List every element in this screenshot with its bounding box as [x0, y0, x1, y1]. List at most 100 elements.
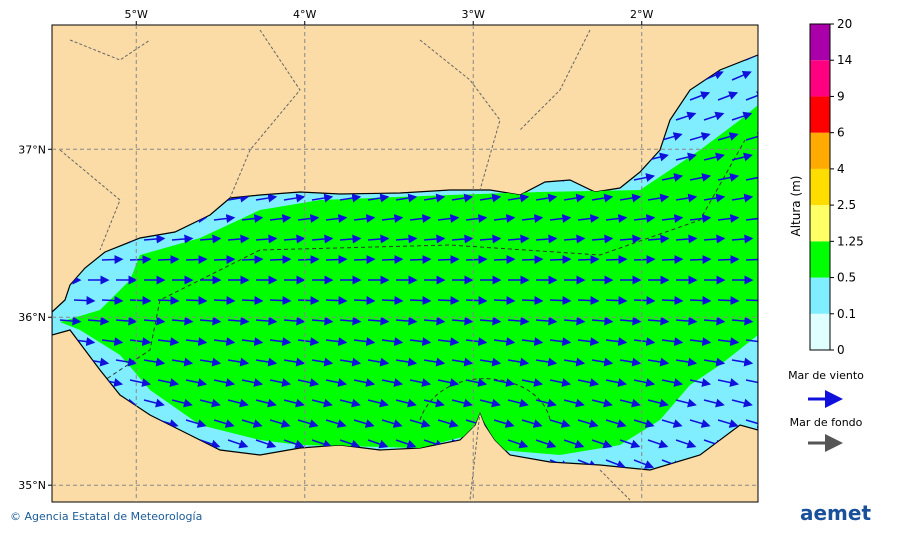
wave-arrow — [409, 214, 432, 223]
wave-arrow — [241, 296, 264, 306]
wave-arrow — [213, 419, 235, 428]
wave-arrow — [339, 357, 362, 367]
wave-arrow — [227, 439, 249, 449]
wave-arrow — [339, 193, 362, 203]
wave-arrow — [325, 378, 348, 387]
wave-arrow — [185, 378, 208, 387]
wave-arrow — [507, 193, 530, 203]
wave-arrow — [437, 255, 460, 265]
wave-arrow — [157, 296, 180, 306]
wave-arrow — [521, 255, 544, 265]
wave-arrow — [731, 316, 754, 326]
wave-arrow — [451, 234, 474, 244]
colorbar-segment — [810, 24, 830, 61]
wave-arrow — [745, 214, 758, 223]
y-tick-label: 37°N — [18, 143, 46, 156]
wave-arrow — [353, 214, 376, 223]
wave-arrow — [311, 439, 333, 449]
wave-arrow — [689, 419, 711, 428]
wave-arrow — [269, 419, 291, 428]
wave-arrow — [745, 337, 758, 347]
wave-arrow — [185, 337, 208, 347]
wave-arrow — [745, 132, 758, 141]
wave-arrow — [325, 296, 348, 306]
wave-arrow — [297, 296, 320, 306]
wave-arrow — [493, 296, 516, 306]
wave-arrow — [717, 296, 740, 306]
wave-arrow — [703, 193, 726, 203]
wave-arrow — [745, 378, 758, 387]
wave-arrow — [283, 439, 305, 449]
wave-arrow — [143, 234, 166, 244]
wave-arrow — [507, 398, 529, 408]
wave-arrow — [423, 316, 446, 326]
wave-arrow — [213, 296, 236, 306]
x-tick-label: 5°W — [125, 8, 148, 21]
wave-arrow — [577, 255, 600, 265]
wave-arrow — [115, 316, 138, 326]
wave-arrow — [563, 193, 586, 203]
colorbar-label: 1.25 — [837, 234, 864, 248]
wave-arrow — [423, 234, 446, 244]
wave-arrow — [647, 439, 669, 449]
x-tick-label: 2°W — [630, 8, 653, 21]
wave-arrow — [115, 357, 138, 367]
wave-arrow — [493, 419, 515, 428]
wave-arrow — [661, 378, 684, 387]
wave-arrow — [549, 337, 572, 347]
wave-arrow — [633, 255, 656, 265]
wave-arrow — [199, 398, 221, 408]
wave-arrow — [325, 337, 348, 347]
x-tick-label: 4°W — [293, 8, 316, 21]
wave-arrow — [423, 398, 445, 408]
wave-arrow — [689, 296, 712, 306]
wave-arrow — [563, 439, 585, 449]
wave-arrow — [689, 132, 711, 141]
wave-arrow — [199, 439, 221, 449]
wave-arrow — [325, 255, 348, 265]
wave-arrow — [633, 378, 656, 387]
wave-arrow — [297, 378, 320, 387]
wave-arrow — [171, 234, 194, 244]
wave-arrow — [213, 214, 236, 223]
wave-arrow — [605, 337, 628, 347]
wave-arrow — [633, 337, 656, 347]
wave-arrow — [241, 214, 264, 223]
wave-arrow — [129, 337, 152, 347]
wave-arrow — [493, 214, 516, 223]
wave-arrow — [409, 419, 431, 428]
wave-arrow — [731, 398, 753, 408]
wave-arrow — [367, 234, 390, 244]
wave-arrow — [213, 378, 236, 387]
wave-arrow — [437, 378, 460, 387]
wave-arrow — [143, 398, 165, 408]
wave-arrow — [731, 70, 752, 81]
wave-arrow — [171, 357, 194, 367]
wave-arrow — [465, 255, 488, 265]
wave-arrow — [605, 255, 628, 265]
wave-arrow — [409, 337, 432, 347]
wave-arrow — [451, 193, 474, 203]
wave-arrow — [689, 173, 712, 182]
wave-arrow — [199, 234, 222, 244]
wave-arrow — [101, 255, 124, 265]
wave-arrow — [675, 152, 697, 162]
wave-arrow — [535, 439, 557, 449]
wave-arrow — [381, 419, 403, 428]
wave-arrow — [717, 337, 740, 347]
wave-arrow — [745, 258, 758, 261]
wave-arrow — [437, 419, 459, 428]
wave-arrow — [255, 316, 278, 326]
wave-arrow — [353, 419, 375, 428]
wave-arrow — [381, 214, 404, 223]
wave-arrow — [717, 255, 740, 265]
wave-arrow — [171, 316, 194, 326]
wave-arrow — [101, 337, 124, 347]
wave-arrow — [717, 91, 739, 101]
wave-arrow — [633, 214, 656, 223]
wave-arrow — [591, 234, 614, 244]
wave-arrow — [479, 357, 502, 367]
wave-arrow — [605, 459, 627, 469]
wave-arrow — [269, 296, 292, 306]
wave-arrow — [605, 296, 628, 306]
